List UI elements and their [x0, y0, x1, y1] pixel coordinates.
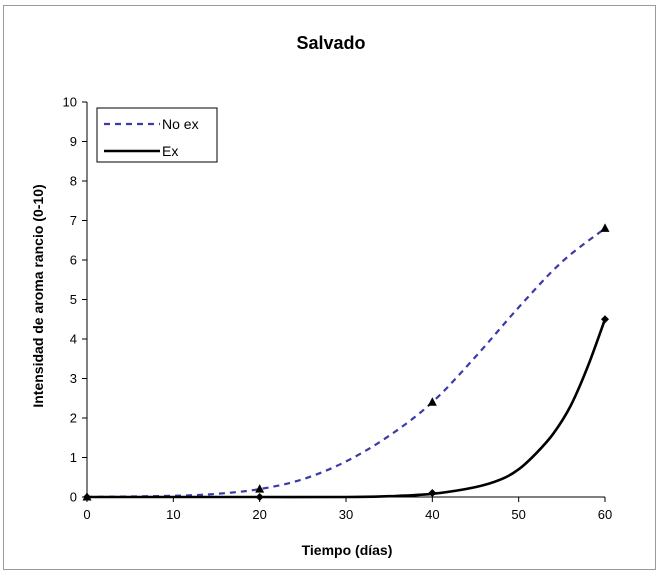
y-tick-label: 0 — [70, 490, 77, 505]
y-tick-label: 2 — [70, 411, 77, 426]
legend-box — [96, 107, 218, 163]
y-axis-title: Intensidad de aroma rancio (0-10) — [30, 184, 46, 407]
y-tick-label: 4 — [70, 332, 77, 347]
y-tick-label: 9 — [70, 134, 77, 149]
data-point-no-ex — [600, 223, 610, 232]
y-tick-label: 7 — [70, 213, 77, 228]
y-tick-label: 3 — [70, 371, 77, 386]
data-point-ex — [428, 489, 437, 498]
legend-label-no-ex: No ex — [162, 116, 199, 132]
legend-label-ex: Ex — [162, 143, 178, 159]
data-point-ex — [601, 315, 609, 324]
series-group — [82, 223, 610, 501]
chart-frame — [3, 5, 656, 570]
x-tick-label: 60 — [598, 507, 612, 522]
data-point-no-ex — [255, 484, 265, 493]
x-tick-label: 40 — [425, 507, 439, 522]
data-point-no-ex — [427, 397, 437, 406]
chart-title: Salvado — [296, 33, 365, 53]
x-tick-label: 50 — [511, 507, 525, 522]
x-tick-label: 10 — [166, 507, 180, 522]
data-point-ex — [255, 493, 264, 501]
series-line-ex — [87, 318, 607, 499]
x-tick-label: 30 — [339, 507, 353, 522]
series-line-no-ex — [86, 227, 606, 499]
x-tick-label: 0 — [83, 507, 90, 522]
y-tick-label: 1 — [70, 450, 77, 465]
y-tick-label: 8 — [70, 174, 77, 189]
x-tick-label: 20 — [252, 507, 266, 522]
y-tick-label: 10 — [63, 95, 77, 110]
data-point-ex — [83, 493, 91, 501]
y-tick-label: 6 — [70, 253, 77, 268]
x-axis-title: Tiempo (días) — [302, 542, 393, 558]
legend: No ex Ex — [96, 107, 218, 163]
y-tick-label: 5 — [70, 292, 77, 307]
